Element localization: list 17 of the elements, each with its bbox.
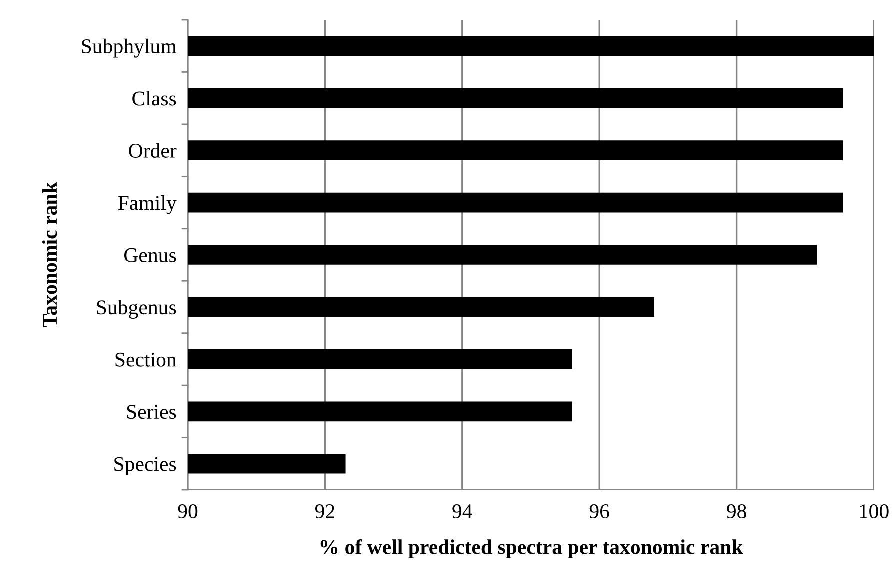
y-tick-label: Subgenus xyxy=(97,300,176,319)
x-tick-label: 92 xyxy=(315,504,334,519)
x-tick-label: 98 xyxy=(727,504,746,519)
y-tick-label: Class xyxy=(132,91,176,106)
x-tick-label: 90 xyxy=(178,504,198,519)
x-tick-label: 96 xyxy=(590,504,610,519)
y-tick-label: Section xyxy=(116,352,177,367)
x-tick-label: 94 xyxy=(452,504,472,519)
y-axis-title: Taxonomic rank xyxy=(42,182,58,328)
x-tick-label: 100 xyxy=(860,504,889,519)
x-axis-title: % of well predicted spectra per taxonomic rank xyxy=(320,539,744,559)
y-tick-label: Series xyxy=(127,405,176,420)
y-tick-label: Subphylum xyxy=(82,38,177,58)
y-tick-label: Family xyxy=(118,196,177,214)
y-tick-label: Genus xyxy=(124,248,176,262)
y-tick-label: Species xyxy=(114,457,176,476)
y-tick-label: Order xyxy=(129,143,177,158)
